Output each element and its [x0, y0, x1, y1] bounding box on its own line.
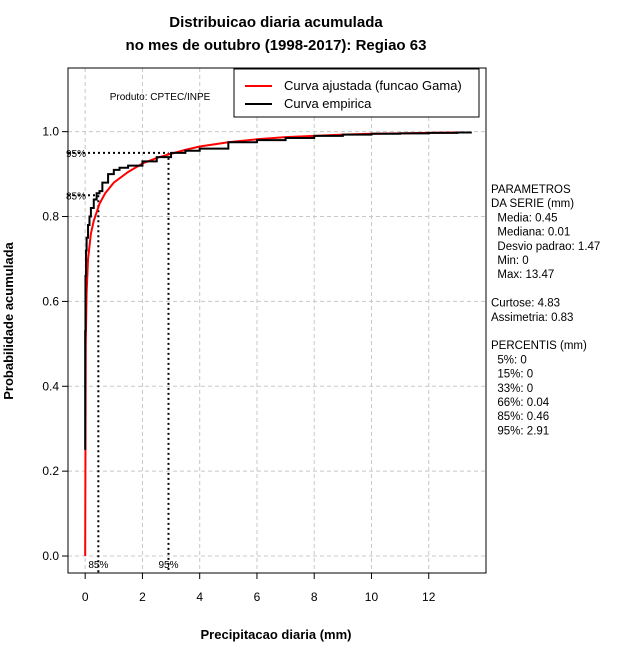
y-tick-label-2: 0.4 [42, 379, 59, 393]
y-tick-label-0: 0.0 [42, 549, 59, 563]
percentile-label-y-0: 85% [66, 191, 86, 202]
y-tick-label-3: 0.6 [42, 294, 59, 308]
grid [68, 68, 486, 573]
legend-box [233, 68, 480, 118]
x-tick-label-2: 4 [196, 590, 203, 604]
x-tick-label-4: 8 [311, 590, 318, 604]
x-axis-label: Precipitacao diaria (mm) [201, 627, 352, 642]
param-line-2-6: 95%: 2.91 [491, 425, 549, 437]
x-tick-label-0: 0 [82, 590, 89, 604]
param-line-0-4: Desvio padrao: 1.47 [491, 241, 600, 253]
legend-label-empirical: Curva empirica [284, 96, 372, 111]
percentile-label-x-1: 95% [158, 560, 178, 571]
percentile-markers: 85% 85% 95% 95% [66, 149, 179, 573]
chart-title-line1: Distribuicao diaria acumulada [169, 14, 383, 31]
series-group [84, 131, 472, 557]
param-line-1-1: Assimetria: 0.83 [491, 312, 573, 324]
parameters-panel: PARAMETROS DA SERIE (mm) Media: 0.45 Medi… [491, 184, 600, 437]
legend: Curva ajustada (funcao Gama) Curva empir… [233, 68, 480, 118]
param-line-0-6: Max: 13.47 [491, 269, 554, 281]
param-line-2-2: 15%: 0 [491, 369, 533, 381]
x-tick-label-5: 10 [365, 590, 379, 604]
x-tick-label-3: 6 [254, 590, 261, 604]
param-line-2-0: PERCENTIS (mm) [491, 340, 587, 352]
percentile-label-y-1: 95% [66, 149, 86, 160]
param-line-0-0: PARAMETROS [491, 184, 571, 196]
y-axis: 0.0 0.2 0.4 0.6 0.8 1.0 [42, 125, 69, 563]
chart-title-line2: no mes de outubro (1998-2017): Regiao 63 [126, 37, 427, 54]
param-line-2-5: 85%: 0.46 [491, 411, 549, 423]
series-line-0 [84, 131, 471, 557]
param-line-0-2: Media: 0.45 [491, 212, 557, 224]
series-line-1 [84, 131, 472, 450]
y-axis-label: Probabilidade acumulada [1, 241, 16, 399]
y-tick-label-4: 0.8 [42, 210, 59, 224]
param-line-2-3: 33%: 0 [491, 383, 533, 395]
product-label: Produto: CPTEC/INPE [110, 92, 211, 103]
x-tick-label-6: 12 [422, 590, 436, 604]
x-tick-label-1: 2 [139, 590, 146, 604]
y-tick-label-1: 0.2 [42, 464, 59, 478]
legend-label-gamma: Curva ajustada (funcao Gama) [284, 78, 462, 93]
param-line-0-3: Mediana: 0.01 [491, 227, 570, 239]
param-line-1-0: Curtose: 4.83 [491, 298, 560, 310]
param-line-2-1: 5%: 0 [491, 354, 527, 366]
percentile-label-x-0: 85% [88, 560, 108, 571]
plot-frame [67, 67, 487, 574]
param-line-2-4: 66%: 0.04 [491, 397, 550, 409]
param-line-0-5: Min: 0 [491, 255, 529, 267]
param-line-0-1: DA SERIE (mm) [491, 198, 574, 210]
y-tick-label-5: 1.0 [42, 125, 59, 139]
x-axis: 0 2 4 6 8 10 12 [82, 572, 436, 604]
